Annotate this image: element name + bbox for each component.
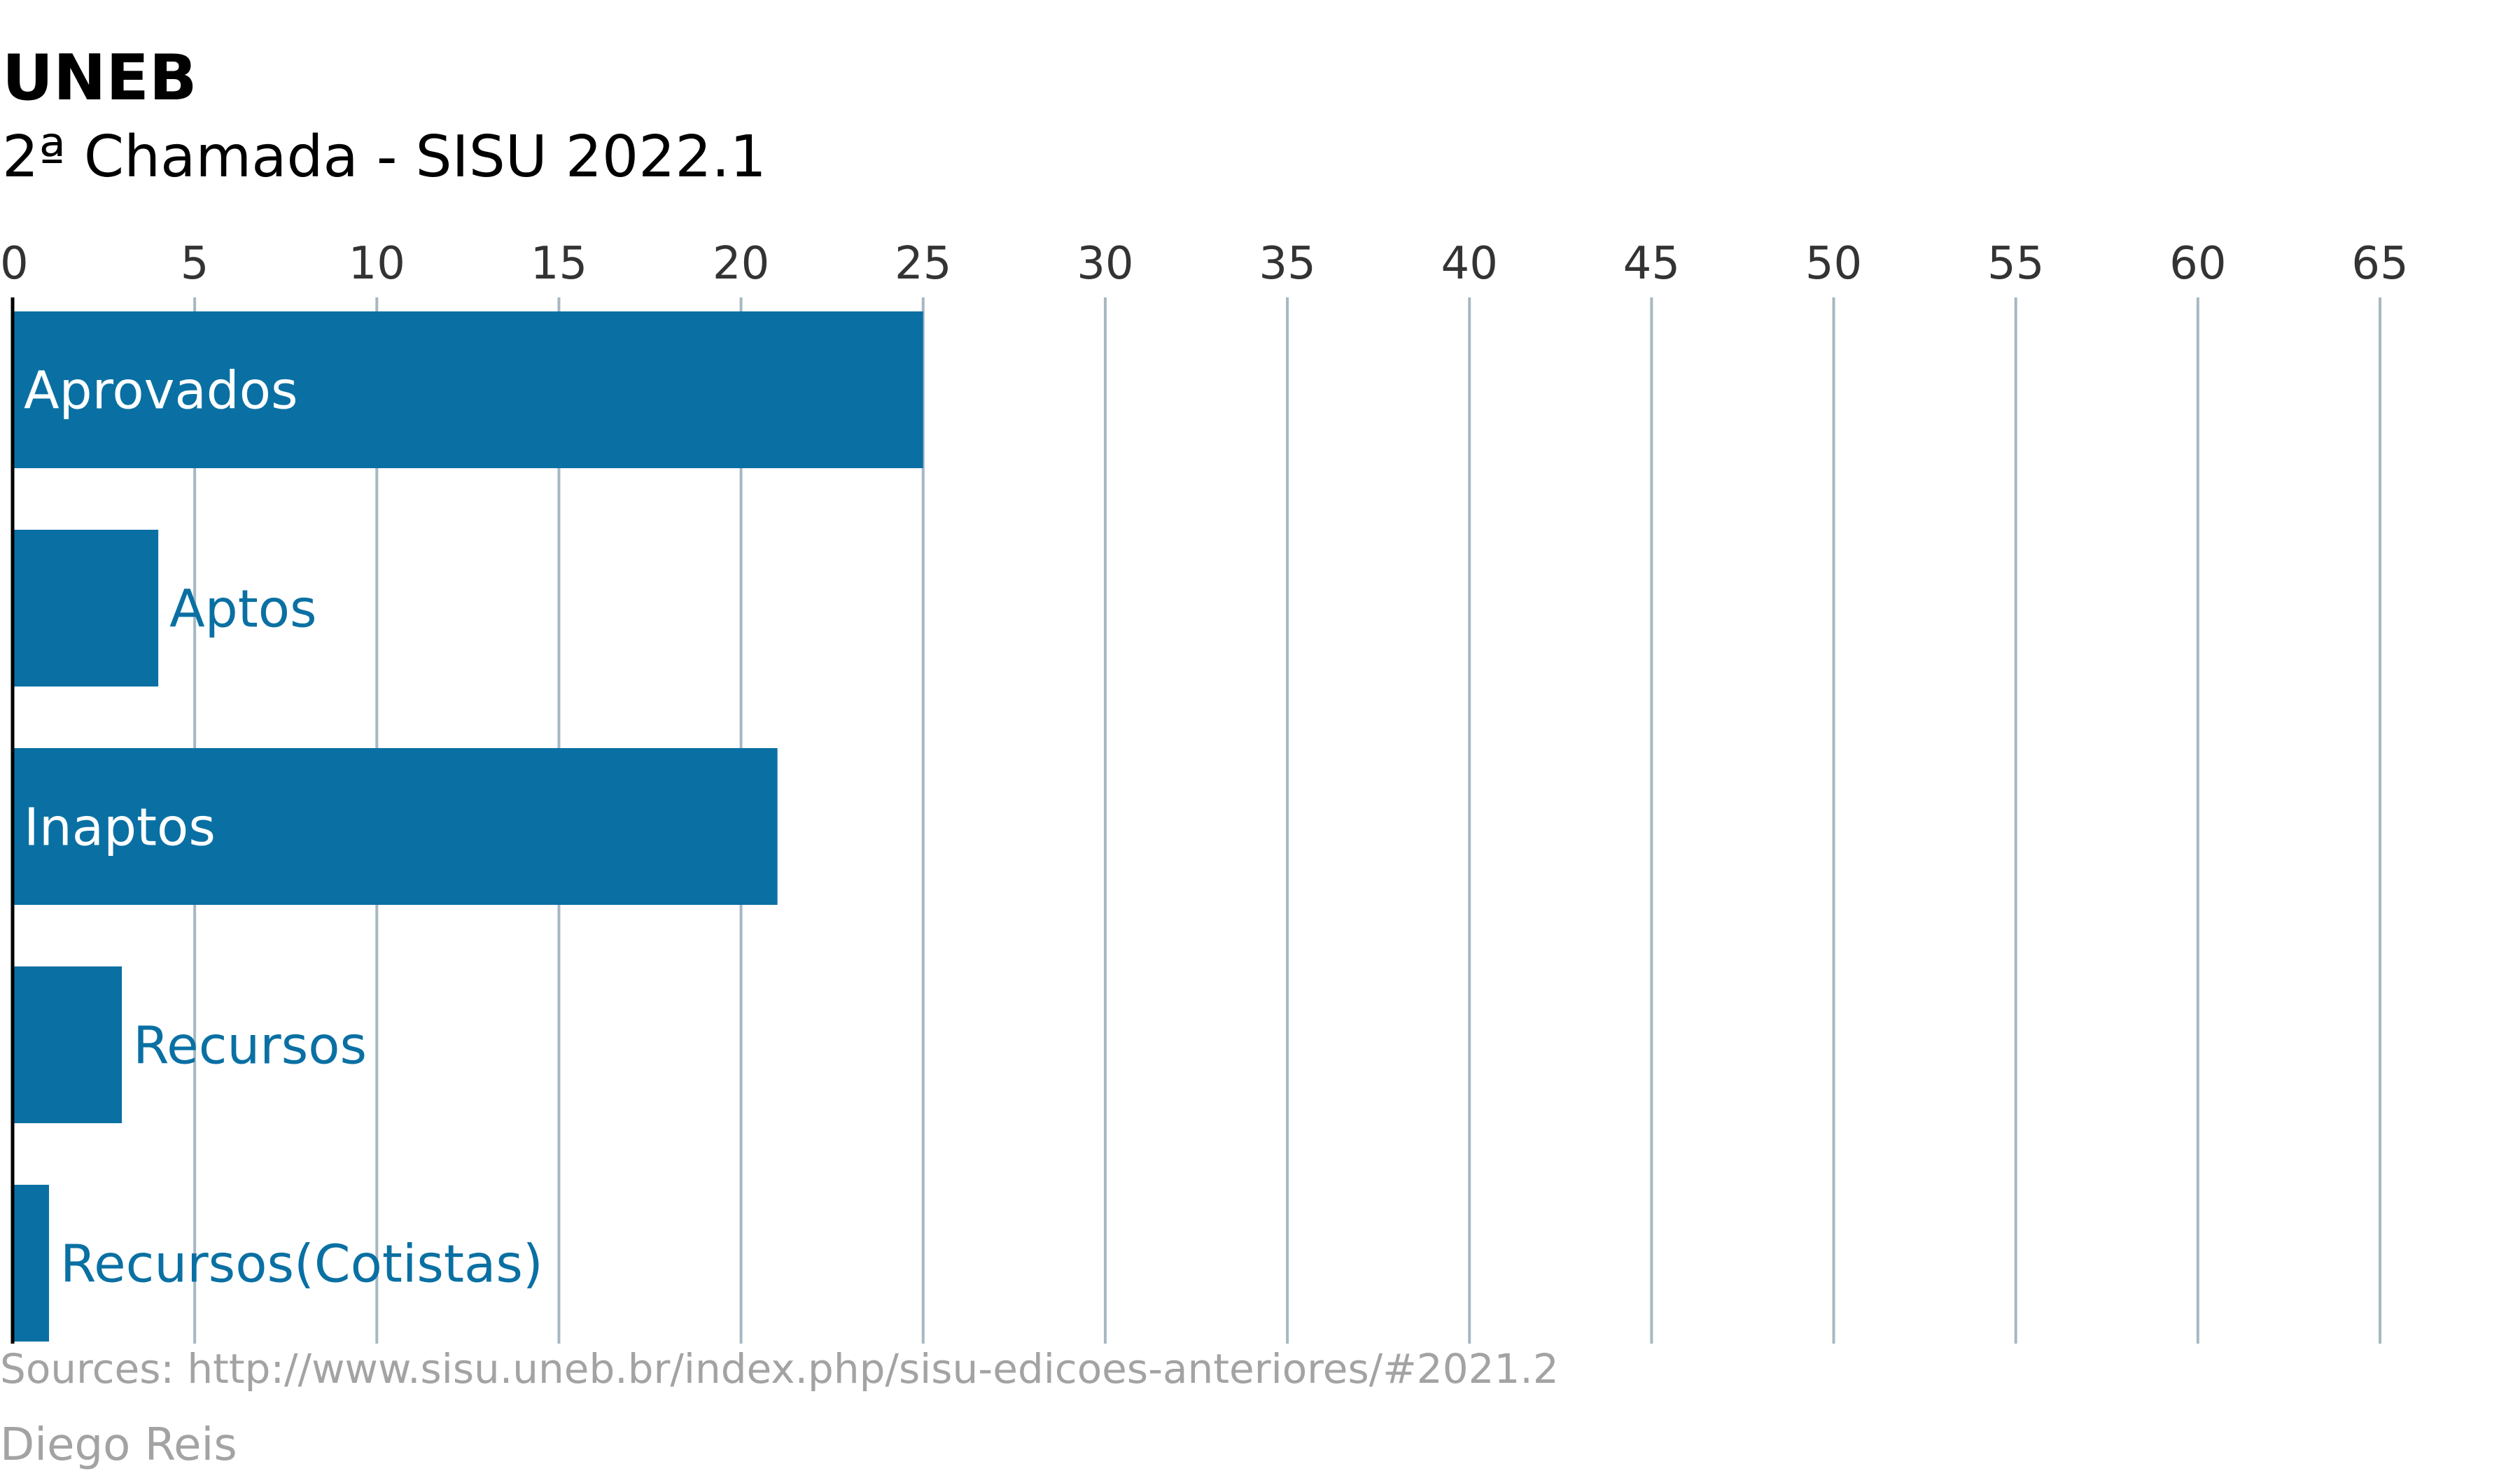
bar-label: Recursos(Cotistas) [60, 1234, 543, 1295]
x-tick-label: 55 [1987, 238, 2044, 290]
bar-chart: 0 5 10 15 20 25 30 35 40 45 50 55 60 65 Aprovados Apto… [0, 238, 2409, 1344]
bars [13, 311, 923, 1342]
x-tick-labels: 0 5 10 15 20 25 30 35 40 45 50 55 60 65 [0, 238, 2409, 290]
bar-label: Aprovados [24, 361, 298, 421]
bar-label: Aptos [169, 579, 316, 640]
author-credit: Diego Reis [0, 1419, 237, 1471]
x-tick-label: 20 [713, 238, 769, 290]
x-tick-label: 5 [181, 238, 209, 290]
bar-recursos-cotistas [13, 1185, 50, 1342]
x-tick-label: 10 [349, 238, 405, 290]
chart-title: UNEB [2, 41, 197, 115]
x-tick-label: 45 [1623, 238, 1680, 290]
x-tick-label: 15 [531, 238, 587, 290]
bar-inaptos [13, 748, 778, 905]
x-tick-label: 25 [895, 238, 951, 290]
x-tick-label: 50 [1805, 238, 1862, 290]
bar-label: Inaptos [24, 798, 216, 858]
x-tick-label: 60 [2169, 238, 2226, 290]
x-tick-label: 35 [1259, 238, 1315, 290]
bar-recursos [13, 966, 122, 1123]
x-tick-label: 30 [1077, 238, 1133, 290]
x-tick-label: 40 [1441, 238, 1498, 290]
chart-subtitle: 2ª Chamada - SISU 2022.1 [2, 124, 766, 190]
bar-labels: Aprovados Aptos Inaptos Recursos Recursos(Co… [24, 361, 543, 1295]
bar-aprovados [13, 311, 923, 468]
x-tick-label: 0 [0, 238, 29, 290]
bar-label: Recursos [133, 1016, 367, 1076]
x-tick-label: 65 [2351, 238, 2408, 290]
gridlines [193, 297, 2381, 1344]
source-note: Sources: http://www.sisu.uneb.br/index.p… [0, 1345, 1559, 1393]
bar-aptos [13, 530, 159, 687]
